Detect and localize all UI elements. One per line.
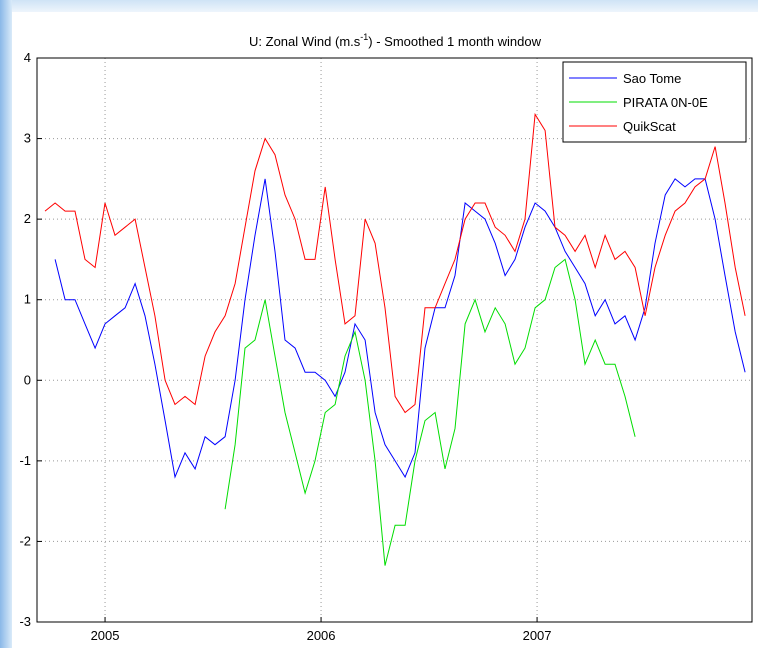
top-border: [0, 0, 758, 12]
x-tick-label: 2005: [91, 628, 120, 643]
y-tick-label: -2: [19, 533, 31, 548]
x-tick-label: 2006: [307, 628, 336, 643]
y-tick-label: 2: [24, 211, 31, 226]
y-tick-label: 4: [24, 50, 31, 65]
data-line: [224, 258, 636, 566]
chart-title: U: Zonal Wind (m.s-1) - Smoothed 1 month…: [249, 32, 542, 49]
legend-label: QuikScat: [623, 119, 676, 134]
legend-label: Sao Tome: [623, 71, 681, 86]
x-tick-label: 2007: [523, 628, 552, 643]
legend-label: PIRATA 0N-0E: [623, 95, 708, 110]
left-border: [0, 0, 12, 648]
y-tick-label: 0: [24, 372, 31, 387]
y-tick-label: 3: [24, 131, 31, 146]
y-tick-label: -3: [19, 614, 31, 629]
axes-background: [37, 58, 752, 622]
data-line: [54, 178, 746, 479]
axes-box: [36, 57, 753, 623]
data-line: [44, 112, 746, 414]
y-tick-label: -1: [19, 453, 31, 468]
y-tick-label: 1: [24, 292, 31, 307]
